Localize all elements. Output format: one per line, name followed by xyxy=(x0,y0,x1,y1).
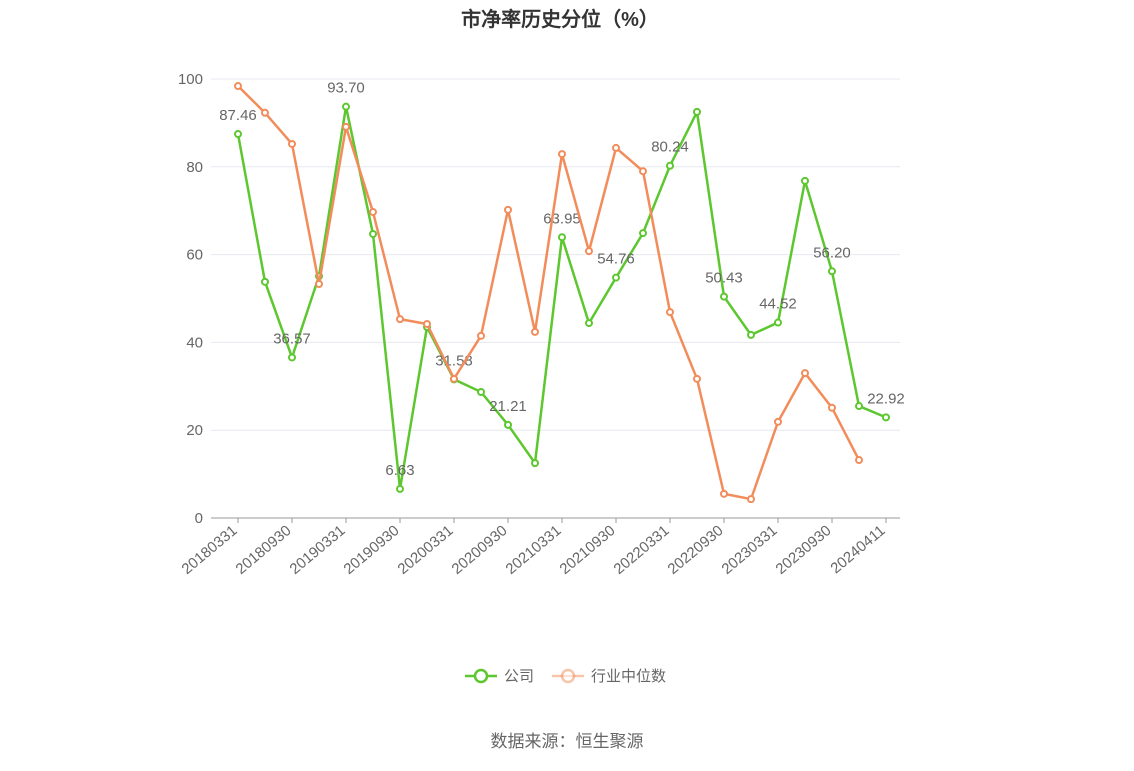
y-tick-label: 40 xyxy=(186,334,203,351)
y-tick-label: 0 xyxy=(195,510,203,527)
data-point xyxy=(558,150,566,159)
data-point xyxy=(504,205,512,214)
data-point xyxy=(477,331,485,340)
data-point xyxy=(612,143,620,152)
data-point xyxy=(882,413,890,422)
data-point xyxy=(855,402,863,411)
data-point xyxy=(585,319,593,328)
x-tick-label: 20240411 xyxy=(827,522,888,577)
data-label: 21.21 xyxy=(489,398,527,415)
y-tick-label: 20 xyxy=(186,422,203,439)
data-point xyxy=(828,403,836,412)
x-tick-label: 20190930 xyxy=(341,522,403,578)
data-point xyxy=(747,495,755,504)
data-point xyxy=(396,315,404,324)
data-point xyxy=(693,374,701,383)
data-point xyxy=(639,167,647,176)
data-label: 36.57 xyxy=(273,330,311,347)
data-point xyxy=(585,247,593,256)
data-point xyxy=(234,130,242,139)
data-point xyxy=(315,280,323,289)
series-line xyxy=(237,85,861,501)
data-point xyxy=(828,267,836,276)
data-label: 87.46 xyxy=(219,107,257,124)
data-point xyxy=(342,122,350,131)
data-point xyxy=(801,176,809,185)
data-point xyxy=(369,208,377,217)
x-tick-label: 20190331 xyxy=(287,522,349,578)
data-point xyxy=(558,233,566,242)
x-tick-label: 20180930 xyxy=(233,522,295,578)
x-tick-label: 20180331 xyxy=(179,522,241,578)
data-point xyxy=(693,107,701,116)
data-point xyxy=(531,459,539,468)
legend-label: 行业中位数 xyxy=(591,668,666,685)
data-point xyxy=(423,319,431,328)
data-point xyxy=(288,353,296,362)
data-point xyxy=(396,484,404,493)
x-tick-label: 20230930 xyxy=(773,522,835,578)
data-point xyxy=(747,330,755,339)
source-note: 数据来源：恒生聚源 xyxy=(491,732,644,751)
data-point xyxy=(774,417,782,426)
data-label: 6.63 xyxy=(385,462,414,479)
data-point xyxy=(234,82,242,91)
x-tick-label: 20200930 xyxy=(449,522,511,578)
data-point xyxy=(261,108,269,117)
x-tick-label: 20210331 xyxy=(503,522,565,578)
x-tick-label: 20220331 xyxy=(611,522,673,578)
data-label: 22.92 xyxy=(867,390,905,407)
y-tick-label: 80 xyxy=(186,159,203,176)
data-point xyxy=(666,161,674,170)
x-tick-label: 20200331 xyxy=(395,522,457,578)
data-point xyxy=(477,388,485,397)
data-point xyxy=(369,229,377,238)
data-point xyxy=(531,327,539,336)
data-point xyxy=(639,229,647,238)
data-point xyxy=(612,273,620,282)
chart-title: 市净率历史分位（%） xyxy=(461,7,659,31)
x-tick-label: 20220930 xyxy=(665,522,727,578)
data-point xyxy=(666,308,674,317)
data-point xyxy=(801,369,809,378)
legend-marker xyxy=(560,668,576,684)
data-label: 80.24 xyxy=(651,139,689,156)
legend-marker xyxy=(473,668,489,684)
data-label: 63.95 xyxy=(543,210,581,227)
data-label: 54.76 xyxy=(597,251,635,268)
data-point xyxy=(774,318,782,327)
data-point xyxy=(720,292,728,301)
data-point xyxy=(342,102,350,111)
data-label: 93.70 xyxy=(327,80,365,97)
y-tick-label: 60 xyxy=(186,247,203,264)
data-point xyxy=(261,277,269,286)
x-tick-label: 20210930 xyxy=(557,522,619,578)
data-point xyxy=(855,456,863,465)
data-point xyxy=(720,489,728,498)
legend-label: 公司 xyxy=(504,668,534,685)
legend-item: 行业中位数 xyxy=(552,668,666,685)
data-label: 56.20 xyxy=(813,244,851,261)
legend-item: 公司 xyxy=(465,668,534,685)
data-point xyxy=(504,420,512,429)
y-tick-label: 100 xyxy=(178,71,203,88)
data-point xyxy=(450,374,458,383)
data-label: 50.43 xyxy=(705,270,743,287)
data-label: 44.52 xyxy=(759,296,797,313)
data-point xyxy=(288,139,296,148)
x-tick-label: 20230331 xyxy=(719,522,781,578)
